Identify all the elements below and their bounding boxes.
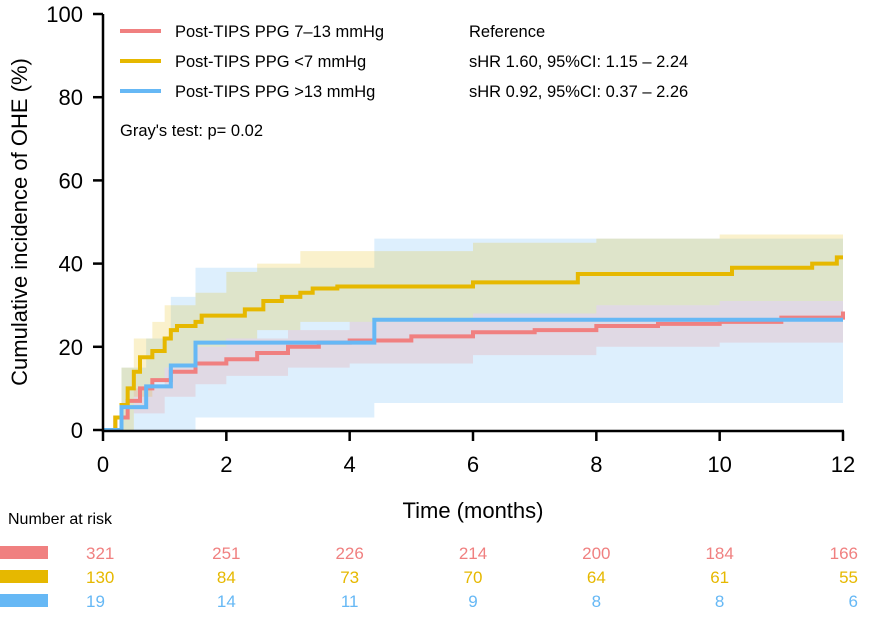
legend-label-0: Post-TIPS PPG 7–13 mmHg <box>175 23 384 41</box>
risk-swatch-1 <box>0 570 48 583</box>
risk-value: 200 <box>582 544 610 563</box>
x-tick-label: 4 <box>344 452 356 477</box>
risk-value: 166 <box>830 544 858 563</box>
risk-value: 11 <box>341 592 359 611</box>
x-axis-label: Time (months) <box>403 498 544 523</box>
legend-label-2: Post-TIPS PPG >13 mmHg <box>175 83 375 101</box>
risk-value: 14 <box>217 592 236 611</box>
risk-value: 70 <box>464 568 483 587</box>
risk-value: 130 <box>86 568 114 587</box>
series-line-2 <box>103 317 843 432</box>
y-tick-label: 40 <box>59 252 83 277</box>
risk-value: 251 <box>212 544 240 563</box>
risk-value: 8 <box>592 592 601 611</box>
risk-value: 19 <box>86 592 105 611</box>
x-tick-label: 10 <box>707 452 731 477</box>
x-tick-label: 8 <box>590 452 602 477</box>
x-tick-label: 6 <box>467 452 479 477</box>
risk-value: 184 <box>705 544 733 563</box>
risk-value: 64 <box>587 568 606 587</box>
legend-stat-0: Reference <box>469 23 545 41</box>
risk-value: 9 <box>468 592 477 611</box>
risk-table-title: Number at risk <box>8 511 113 528</box>
risk-value: 8 <box>715 592 724 611</box>
y-tick-label: 0 <box>71 418 83 443</box>
y-tick-label: 60 <box>59 168 83 193</box>
legend-stat-2: sHR 0.92, 95%CI: 0.37 – 2.26 <box>469 83 688 101</box>
series-line-1 <box>103 255 843 432</box>
legend-stat-1: sHR 1.60, 95%CI: 1.15 – 2.24 <box>469 53 688 71</box>
y-axis-label: Cumulative incidence of OHE (%) <box>7 58 32 386</box>
y-tick-label: 80 <box>59 85 83 110</box>
risk-value: 84 <box>217 568 236 587</box>
risk-value: 226 <box>335 544 363 563</box>
risk-swatch-0 <box>0 546 48 559</box>
legend-label-1: Post-TIPS PPG <7 mmHg <box>175 53 366 71</box>
risk-value: 73 <box>340 568 359 587</box>
risk-value: 214 <box>459 544 487 563</box>
x-tick-label: 0 <box>97 452 109 477</box>
x-tick-label: 12 <box>831 452 855 477</box>
risk-value: 6 <box>849 592 858 611</box>
risk-value: 61 <box>710 568 729 587</box>
y-tick-label: 20 <box>59 335 83 360</box>
y-tick-label: 100 <box>46 2 83 27</box>
grays-test-annotation: Gray's test: p= 0.02 <box>120 122 263 140</box>
risk-value: 55 <box>839 568 858 587</box>
risk-value: 321 <box>86 544 114 563</box>
risk-swatch-2 <box>0 594 48 607</box>
series-line-0 <box>103 311 845 432</box>
x-tick-label: 2 <box>220 452 232 477</box>
